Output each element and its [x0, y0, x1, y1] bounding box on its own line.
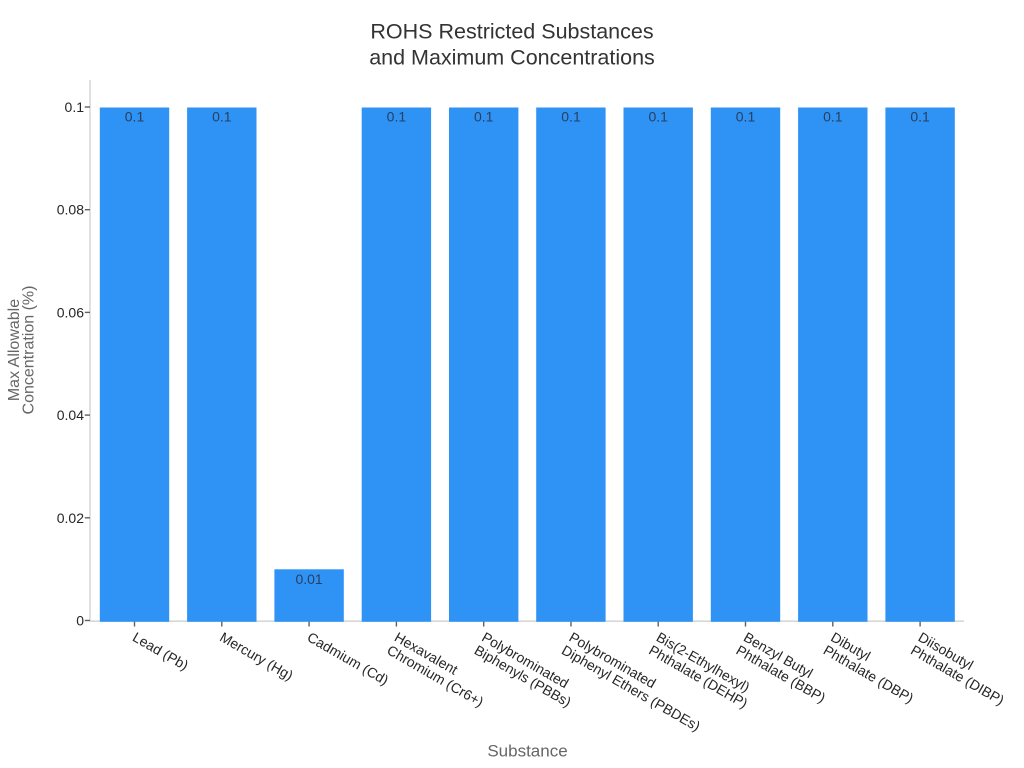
svg-text:0.1: 0.1: [736, 109, 756, 125]
svg-text:0.1: 0.1: [561, 109, 581, 125]
svg-text:0.02: 0.02: [57, 510, 84, 526]
svg-text:0.1: 0.1: [65, 99, 85, 115]
svg-text:0.1: 0.1: [212, 109, 232, 125]
svg-text:Concentration (%): Concentration (%): [21, 286, 38, 415]
svg-text:ROHS Restricted Substances: ROHS Restricted Substances: [370, 20, 653, 44]
svg-text:0.06: 0.06: [57, 304, 84, 320]
svg-text:0: 0: [76, 613, 84, 629]
svg-text:0.04: 0.04: [57, 407, 84, 423]
svg-text:Substance: Substance: [487, 742, 567, 761]
svg-text:0.01: 0.01: [295, 571, 322, 587]
svg-text:0.1: 0.1: [648, 109, 668, 125]
svg-text:0.08: 0.08: [57, 202, 84, 218]
svg-text:0.1: 0.1: [387, 109, 407, 125]
svg-text:and Maximum Concentrations: and Maximum Concentrations: [369, 46, 655, 70]
svg-text:0.1: 0.1: [125, 109, 145, 125]
svg-text:0.1: 0.1: [910, 109, 930, 125]
svg-text:0.1: 0.1: [823, 109, 843, 125]
svg-text:0.1: 0.1: [474, 109, 494, 125]
svg-text:Max Allowable: Max Allowable: [6, 299, 23, 401]
